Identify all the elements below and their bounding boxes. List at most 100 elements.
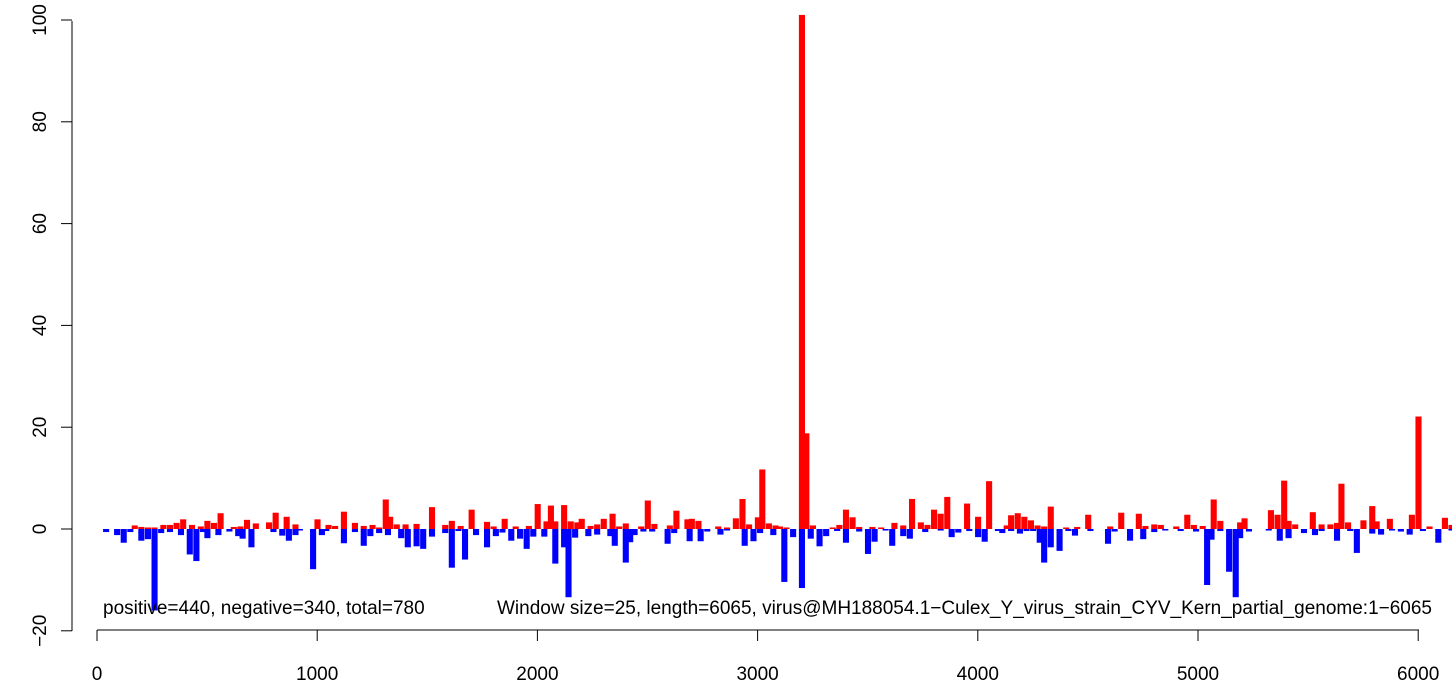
negative-bar <box>158 529 165 534</box>
positive-bar <box>924 524 931 529</box>
negative-bar <box>1023 529 1030 532</box>
positive-bar <box>1063 527 1070 529</box>
positive-bar <box>501 518 508 529</box>
negative-bar <box>1104 529 1112 544</box>
positive-bar <box>1074 526 1081 529</box>
positive-bar <box>1241 518 1248 529</box>
negative-bar <box>285 529 292 541</box>
positive-bar <box>1360 520 1367 529</box>
positive-bar <box>428 507 436 529</box>
positive-bar <box>292 524 299 529</box>
negative-bar <box>1389 529 1396 531</box>
positive-bar <box>715 526 722 529</box>
positive-bar <box>448 520 455 529</box>
positive-bar <box>283 516 290 529</box>
x-tick-label: 0 <box>92 664 103 685</box>
negative-bar <box>127 529 134 533</box>
negative-bar <box>640 529 647 532</box>
negative-bar <box>948 529 955 538</box>
positive-bar <box>1008 515 1015 529</box>
negative-bar <box>750 529 757 542</box>
negative-bar <box>248 529 255 548</box>
positive-bar <box>1386 518 1393 529</box>
positive-bar <box>561 505 568 529</box>
negative-bar <box>1056 529 1063 551</box>
positive-bar <box>534 504 541 529</box>
positive-bar <box>468 509 475 529</box>
negative-bar <box>1232 529 1239 598</box>
negative-bar <box>889 529 896 546</box>
negative-bar <box>103 529 110 533</box>
positive-bar <box>1318 524 1325 529</box>
positive-bar <box>1309 512 1316 529</box>
positive-bar <box>387 516 394 529</box>
positive-bar <box>1151 524 1158 529</box>
negative-bar <box>607 529 614 537</box>
negative-bar <box>594 529 601 535</box>
positive-bar <box>917 522 924 529</box>
negative-bar <box>664 529 671 544</box>
negative-bar <box>1177 529 1184 532</box>
x-tick-label: 2000 <box>516 664 558 685</box>
positive-bar <box>266 522 273 529</box>
positive-bar <box>525 525 532 529</box>
positive-bar <box>803 433 810 529</box>
positive-bar <box>695 520 702 529</box>
positive-bar <box>204 520 211 529</box>
positive-bar <box>891 522 898 529</box>
positive-bar <box>197 526 204 529</box>
positive-bar <box>1373 521 1380 529</box>
positive-bar <box>173 522 180 529</box>
positive-bar <box>1237 522 1244 529</box>
negative-bar <box>994 529 1001 532</box>
negative-bar <box>781 529 788 582</box>
positive-bar <box>1369 506 1376 530</box>
negative-bar <box>1285 529 1292 539</box>
positive-bar <box>1034 525 1041 529</box>
x-tick-label: 1000 <box>296 664 338 685</box>
positive-bar <box>574 522 581 529</box>
positive-bar <box>1274 514 1281 529</box>
x-tick-label: 6000 <box>1397 664 1439 685</box>
positive-bar <box>1415 416 1422 529</box>
negative-bar <box>1008 529 1015 532</box>
negative-bar <box>999 529 1006 534</box>
negative-bar <box>798 529 805 589</box>
y-tick-label: 40 <box>30 315 51 336</box>
positive-bar <box>600 518 607 529</box>
positive-bar <box>340 511 347 529</box>
negative-bar <box>631 529 638 536</box>
y-tick-label: 0 <box>30 524 51 535</box>
positive-bar <box>151 527 158 529</box>
negative-bar <box>177 529 185 536</box>
negative-bar <box>871 529 878 542</box>
negative-bar <box>561 529 568 548</box>
positive-bar <box>622 523 629 529</box>
negative-bar <box>981 529 988 542</box>
negative-bar <box>834 529 841 532</box>
negative-bar <box>360 529 367 546</box>
negative-bar <box>413 529 420 547</box>
positive-bar <box>1021 516 1028 529</box>
positive-bar <box>651 523 658 529</box>
y-axis: −20 0 20 40 60 80 100 <box>30 4 73 647</box>
positive-bar <box>783 527 790 529</box>
negative-bar <box>611 529 618 546</box>
x-tick-label: 3000 <box>736 664 778 685</box>
negative-bar <box>1435 529 1442 543</box>
negative-bar <box>1036 529 1043 543</box>
positive-bar <box>842 509 850 529</box>
negative-bar <box>757 529 764 534</box>
positive-bar <box>776 526 783 529</box>
negative-bar <box>966 529 973 532</box>
negative-bar <box>856 529 863 532</box>
negative-bar <box>144 529 151 540</box>
positive-bar <box>1344 522 1352 529</box>
x-tick-label: 4000 <box>957 664 999 685</box>
negative-bar <box>461 529 469 560</box>
negative-bar <box>541 529 548 537</box>
positive-bar <box>484 521 491 529</box>
negative-bar <box>1071 529 1079 536</box>
negative-bar <box>1111 529 1118 532</box>
positive-bar <box>332 525 339 529</box>
